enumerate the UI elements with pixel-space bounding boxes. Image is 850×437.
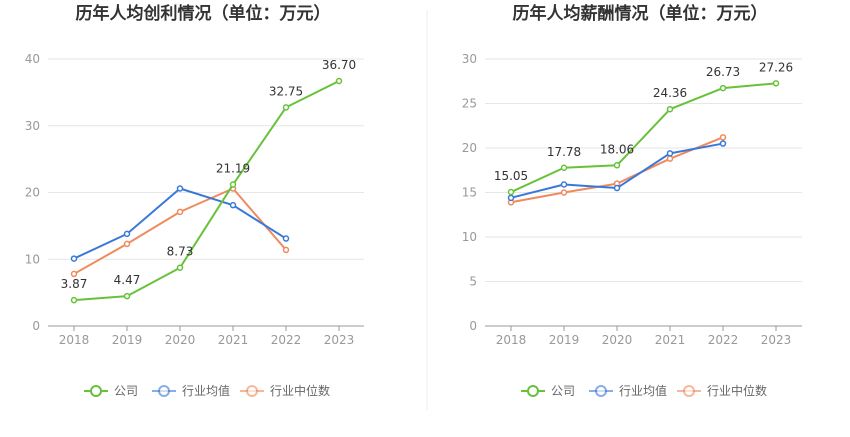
legend-item-0-1: 行业均值	[152, 383, 230, 398]
data-point-0-0-4	[282, 104, 290, 111]
legend-label-0-0: 公司	[114, 384, 138, 398]
data-point-1-0-5	[772, 80, 780, 87]
data-label-0-4: 32.75	[269, 84, 303, 98]
y-tick-label-0-2: 20	[25, 186, 40, 200]
y-tick-label-1-6: 30	[462, 52, 477, 66]
legend-marker-0-0	[90, 385, 102, 397]
y-tick-label-1-1: 5	[469, 275, 477, 289]
series-line-0-2	[73, 187, 287, 275]
data-label-1-3: 24.36	[653, 86, 687, 100]
data-point-1-0-0	[507, 188, 515, 196]
data-label-1-1: 17.78	[547, 145, 581, 159]
y-tick-label-0-0: 0	[32, 319, 40, 333]
data-point-0-2-4	[282, 246, 290, 254]
x-tick-label-0-0: 2018	[59, 333, 90, 347]
data-label-1-2: 18.06	[600, 142, 634, 156]
legend-item-1-2: 行业中位数	[677, 383, 767, 398]
data-point-1-0-3	[666, 105, 674, 113]
x-tick-label-1-3: 2021	[655, 333, 686, 347]
series-line-1-0	[510, 82, 777, 193]
data-label-0-2: 8.73	[167, 245, 194, 259]
data-point-1-1-2	[613, 184, 621, 192]
data-point-0-0-0	[70, 296, 78, 304]
data-point-0-1-1	[123, 230, 131, 238]
legend-item-1-1: 行业均值	[589, 383, 667, 398]
y-tick-label-1-2: 10	[462, 230, 477, 244]
data-point-1-0-4	[719, 84, 727, 92]
data-label-0-1: 4.47	[114, 273, 141, 287]
y-tick-label-0-3: 30	[25, 119, 40, 133]
x-tick-label-1-4: 2022	[708, 333, 739, 347]
x-tick-label-0-5: 2023	[324, 333, 355, 347]
legend-marker-1-0	[527, 385, 539, 397]
legend-marker-1-1	[595, 385, 607, 397]
data-point-1-2-3	[666, 155, 674, 162]
legend-label-1-2: 行业中位数	[707, 383, 767, 398]
data-point-1-1-0	[507, 194, 515, 202]
data-point-0-1-0	[70, 255, 78, 262]
y-tick-label-1-0: 0	[469, 319, 477, 333]
data-label-0-5: 36.70	[322, 58, 356, 72]
data-point-0-2-0	[70, 270, 78, 278]
x-tick-label-0-2: 2020	[165, 333, 196, 347]
legend-label-1-1: 行业均值	[619, 383, 667, 398]
data-point-1-0-1	[560, 164, 568, 172]
series-line-0-0	[73, 80, 340, 302]
data-point-0-0-5	[335, 77, 343, 85]
y-tick-label-0-1: 10	[25, 252, 40, 266]
x-tick-label-1-0: 2018	[496, 333, 527, 347]
y-tick-label-1-3: 15	[462, 186, 477, 200]
x-tick-label-1-2: 2020	[602, 333, 633, 347]
data-point-0-1-3	[229, 201, 237, 209]
chart-title-salary: 历年人均薪酬情况（单位：万元）	[513, 3, 768, 24]
x-tick-label-0-4: 2022	[271, 333, 302, 347]
data-label-1-5: 27.26	[759, 60, 793, 74]
legend-item-1-0: 公司	[521, 384, 575, 398]
x-tick-label-1-5: 2023	[761, 333, 792, 347]
legend-item-0-2: 行业中位数	[240, 383, 330, 398]
data-label-1-0: 15.05	[494, 169, 528, 183]
chart-title-profit: 历年人均创利情况（单位：万元）	[76, 3, 331, 24]
data-point-1-1-3	[666, 150, 674, 157]
legend-label-0-1: 行业均值	[182, 383, 230, 398]
legend-marker-0-1	[158, 385, 170, 397]
data-point-1-1-4	[719, 140, 727, 147]
data-point-0-1-4	[282, 235, 290, 242]
legend-item-0-0: 公司	[84, 384, 138, 398]
data-point-1-0-2	[613, 162, 621, 169]
x-tick-label-1-1: 2019	[549, 333, 580, 347]
data-point-0-1-2	[176, 185, 184, 192]
data-label-0-0: 3.87	[61, 277, 88, 291]
data-point-0-0-1	[123, 292, 131, 300]
x-tick-label-0-1: 2019	[112, 333, 143, 347]
legend-marker-0-2	[246, 385, 258, 397]
data-label-0-3: 21.19	[216, 162, 250, 176]
data-point-1-2-4	[719, 134, 727, 141]
data-label-1-4: 26.73	[706, 65, 740, 79]
y-tick-label-1-5: 25	[462, 97, 477, 111]
data-point-1-2-1	[560, 189, 568, 196]
data-point-0-0-2	[176, 264, 184, 271]
legend-marker-1-2	[683, 385, 695, 397]
data-point-0-2-2	[176, 208, 184, 216]
x-tick-label-0-3: 2021	[218, 333, 249, 347]
y-tick-label-0-4: 40	[25, 52, 40, 66]
y-tick-label-1-4: 20	[462, 141, 477, 155]
legend-label-0-2: 行业中位数	[270, 383, 330, 398]
legend-label-1-0: 公司	[551, 384, 575, 398]
data-point-1-1-1	[560, 181, 568, 188]
data-point-0-2-1	[123, 240, 131, 248]
data-point-0-0-3	[229, 181, 237, 188]
